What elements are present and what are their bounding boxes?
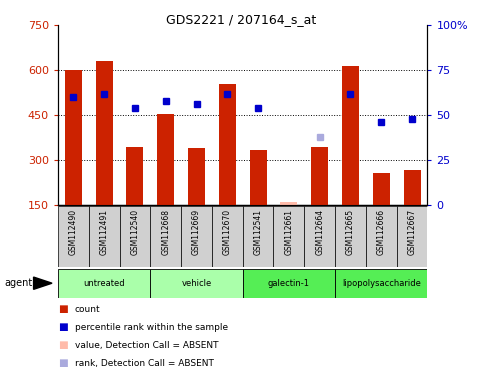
Text: GSM112540: GSM112540: [130, 209, 140, 255]
Text: vehicle: vehicle: [182, 279, 212, 288]
Bar: [342, 66, 359, 205]
Bar: [281, 202, 298, 205]
Bar: [212, 206, 242, 267]
Text: ■: ■: [58, 358, 68, 368]
Text: agent: agent: [5, 278, 33, 288]
Text: GSM112661: GSM112661: [284, 209, 293, 255]
Text: GSM112670: GSM112670: [223, 209, 232, 255]
Bar: [242, 206, 273, 267]
Text: GSM112491: GSM112491: [99, 209, 109, 255]
Bar: [304, 206, 335, 267]
Bar: [404, 170, 421, 205]
Bar: [311, 147, 328, 205]
Text: ■: ■: [58, 304, 68, 314]
Text: ■: ■: [58, 322, 68, 332]
Bar: [242, 269, 335, 298]
Bar: [96, 61, 113, 205]
Text: galectin-1: galectin-1: [268, 279, 310, 288]
Text: GSM112666: GSM112666: [377, 209, 386, 255]
Bar: [397, 206, 427, 267]
Text: percentile rank within the sample: percentile rank within the sample: [75, 323, 228, 332]
Bar: [273, 206, 304, 267]
Text: value, Detection Call = ABSENT: value, Detection Call = ABSENT: [75, 341, 218, 350]
Bar: [181, 206, 212, 267]
Polygon shape: [34, 277, 52, 290]
Bar: [250, 150, 267, 205]
Text: untreated: untreated: [84, 279, 125, 288]
Text: rank, Detection Call = ABSENT: rank, Detection Call = ABSENT: [75, 359, 214, 368]
Text: GSM112665: GSM112665: [346, 209, 355, 255]
Text: GSM112664: GSM112664: [315, 209, 324, 255]
Text: GSM112490: GSM112490: [69, 209, 78, 255]
Bar: [366, 206, 397, 267]
Text: GSM112669: GSM112669: [192, 209, 201, 255]
Bar: [157, 114, 174, 205]
Bar: [150, 206, 181, 267]
Text: ■: ■: [58, 340, 68, 350]
Bar: [65, 70, 82, 205]
Bar: [58, 269, 150, 298]
Bar: [58, 206, 89, 267]
Text: GSM112541: GSM112541: [254, 209, 263, 255]
Bar: [335, 269, 427, 298]
Bar: [127, 147, 143, 205]
Bar: [373, 173, 390, 205]
Text: GSM112667: GSM112667: [408, 209, 416, 255]
Text: count: count: [75, 305, 100, 314]
Bar: [120, 206, 150, 267]
Bar: [89, 206, 120, 267]
Bar: [335, 206, 366, 267]
Text: lipopolysaccharide: lipopolysaccharide: [342, 279, 421, 288]
Bar: [150, 269, 243, 298]
Text: GSM112668: GSM112668: [161, 209, 170, 255]
Text: GDS2221 / 207164_s_at: GDS2221 / 207164_s_at: [166, 13, 317, 26]
Bar: [188, 148, 205, 205]
Bar: [219, 84, 236, 205]
